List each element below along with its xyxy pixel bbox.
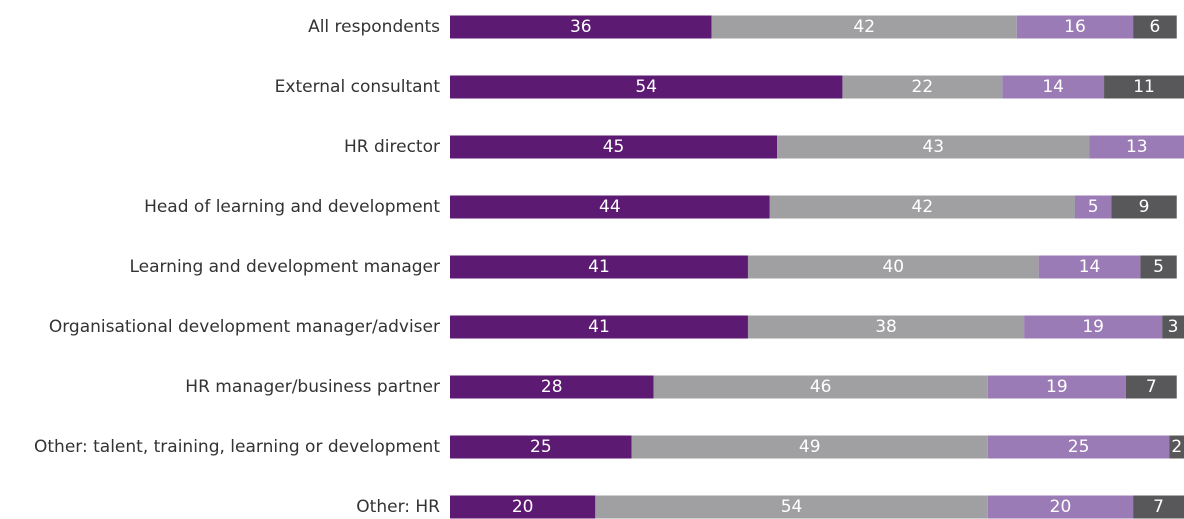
value-label: 46	[810, 377, 832, 397]
value-label: 28	[541, 377, 563, 397]
value-label: 25	[1068, 437, 1090, 457]
value-label: 9	[1139, 197, 1150, 217]
value-label: 14	[1079, 257, 1101, 277]
value-label: 54	[635, 77, 657, 97]
bar-segment	[747, 255, 1039, 279]
bar-segment	[1074, 195, 1112, 219]
value-label: 19	[1046, 377, 1068, 397]
bar-segment	[1111, 195, 1177, 219]
bar-segment	[769, 195, 1075, 219]
value-label: 7	[1146, 377, 1157, 397]
bar-segment	[711, 15, 1017, 39]
value-label: 22	[912, 77, 934, 97]
bar-segment	[450, 75, 843, 99]
category-label: Other: talent, training, learning or dev…	[34, 437, 440, 457]
value-label: 45	[603, 137, 625, 157]
value-label: 2	[1171, 437, 1182, 457]
bar-segment	[450, 135, 778, 159]
value-label: 19	[1082, 317, 1104, 337]
value-label: 6	[1150, 17, 1161, 37]
bar-segment	[1089, 135, 1184, 159]
value-label: 54	[781, 497, 803, 517]
category-label: All respondents	[308, 17, 440, 37]
bar-segment	[987, 435, 1170, 459]
bar-segment	[842, 75, 1003, 99]
value-label: 36	[570, 17, 592, 37]
value-label: 7	[1153, 497, 1164, 517]
bar-segment	[1038, 255, 1141, 279]
category-label: Other: HR	[356, 497, 440, 517]
category-label: HR manager/business partner	[185, 377, 440, 397]
bar-segment	[1002, 75, 1105, 99]
bar-segment	[987, 495, 1134, 519]
value-label: 43	[922, 137, 944, 157]
bar-segment	[653, 375, 988, 399]
value-label: 49	[799, 437, 821, 457]
bar-segment	[1133, 495, 1184, 519]
value-label: 38	[875, 317, 897, 337]
bar-segment	[450, 495, 596, 519]
value-label: 11	[1133, 77, 1155, 97]
value-label: 20	[1050, 497, 1072, 517]
value-label: 25	[530, 437, 552, 457]
bar-segment	[1169, 435, 1184, 459]
bar-segment	[450, 315, 748, 339]
value-label: 41	[588, 317, 610, 337]
category-label: Learning and development manager	[129, 257, 440, 277]
category-label: Organisational development manager/advis…	[49, 317, 440, 337]
bar-segment	[1133, 15, 1177, 39]
bar-segment	[1162, 315, 1184, 339]
bar-segment	[1125, 375, 1177, 399]
value-label: 13	[1126, 137, 1148, 157]
bar-segment	[450, 375, 654, 399]
bar-segment	[450, 435, 632, 459]
bar-segment	[987, 375, 1126, 399]
value-label: 40	[882, 257, 904, 277]
bar-segment	[595, 495, 988, 519]
bar-segment	[631, 435, 988, 459]
value-label: 41	[588, 257, 610, 277]
value-label: 42	[912, 197, 934, 217]
value-label: 42	[853, 17, 875, 37]
category-label: Head of learning and development	[144, 197, 440, 217]
category-label: HR director	[344, 137, 440, 157]
bar-segment	[1024, 315, 1163, 339]
bar-segment	[1016, 15, 1134, 39]
bar-segment	[450, 195, 770, 219]
category-label: External consultant	[275, 77, 441, 97]
value-label: 16	[1064, 17, 1086, 37]
bar-segment	[450, 15, 712, 39]
bar-segment	[1104, 75, 1184, 99]
bar-segment	[747, 315, 1025, 339]
value-label: 20	[512, 497, 534, 517]
bar-segment	[777, 135, 1090, 159]
bar-segment	[1140, 255, 1177, 279]
value-label: 3	[1168, 317, 1179, 337]
bar-segment	[450, 255, 748, 279]
value-label: 5	[1088, 197, 1099, 217]
value-label: 5	[1153, 257, 1164, 277]
value-label: 14	[1042, 77, 1064, 97]
value-label: 44	[599, 197, 621, 217]
